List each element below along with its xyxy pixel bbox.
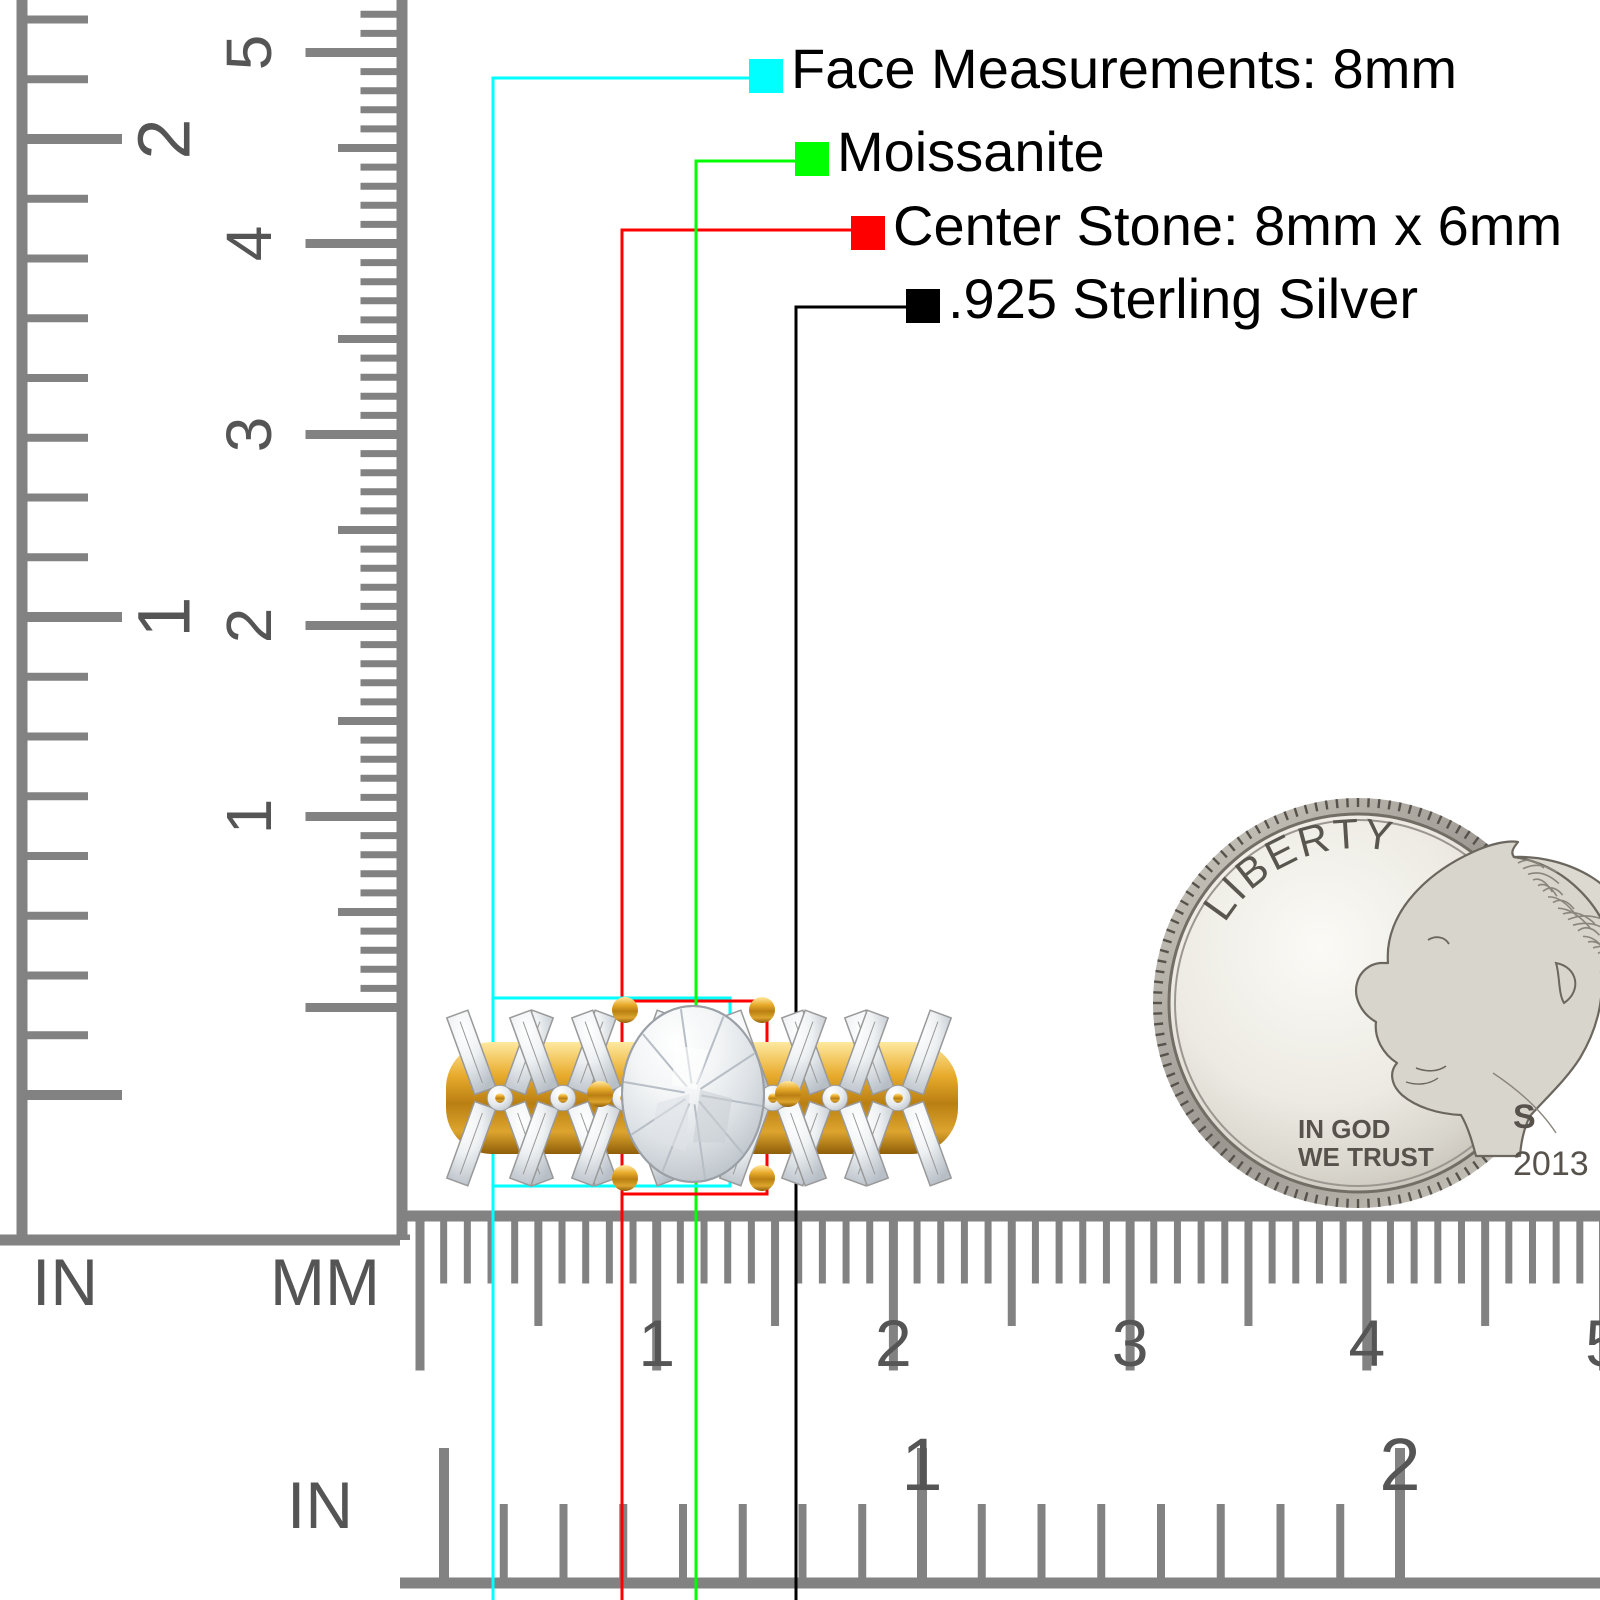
svg-text:MM: MM <box>270 1245 380 1319</box>
svg-text:Moissanite: Moissanite <box>837 120 1105 183</box>
svg-text:2: 2 <box>1379 1423 1420 1506</box>
svg-text:IN GOD: IN GOD <box>1298 1114 1390 1144</box>
svg-text:4: 4 <box>1348 1306 1385 1380</box>
svg-text:2: 2 <box>213 608 285 644</box>
svg-text:Face Measurements: 8mm: Face Measurements: 8mm <box>791 37 1457 100</box>
svg-text:1: 1 <box>638 1306 675 1380</box>
svg-text:2: 2 <box>123 118 206 159</box>
svg-text:2013: 2013 <box>1513 1145 1589 1183</box>
svg-text:5: 5 <box>1585 1306 1600 1380</box>
svg-text:1: 1 <box>123 596 206 637</box>
svg-text:IN: IN <box>287 1468 353 1542</box>
svg-text:1: 1 <box>213 799 285 835</box>
svg-text:IN: IN <box>32 1245 98 1319</box>
svg-text:S: S <box>1513 1098 1536 1136</box>
svg-text:5: 5 <box>213 35 285 71</box>
svg-text:4: 4 <box>213 226 285 262</box>
svg-text:1: 1 <box>901 1423 942 1506</box>
svg-text:2: 2 <box>875 1306 912 1380</box>
svg-text:3: 3 <box>213 417 285 453</box>
svg-text:.925 Sterling Silver: .925 Sterling Silver <box>948 267 1418 330</box>
svg-text:3: 3 <box>1112 1306 1149 1380</box>
svg-text:WE TRUST: WE TRUST <box>1298 1142 1434 1172</box>
svg-text:Center Stone: 8mm x 6mm: Center Stone: 8mm x 6mm <box>893 194 1562 257</box>
